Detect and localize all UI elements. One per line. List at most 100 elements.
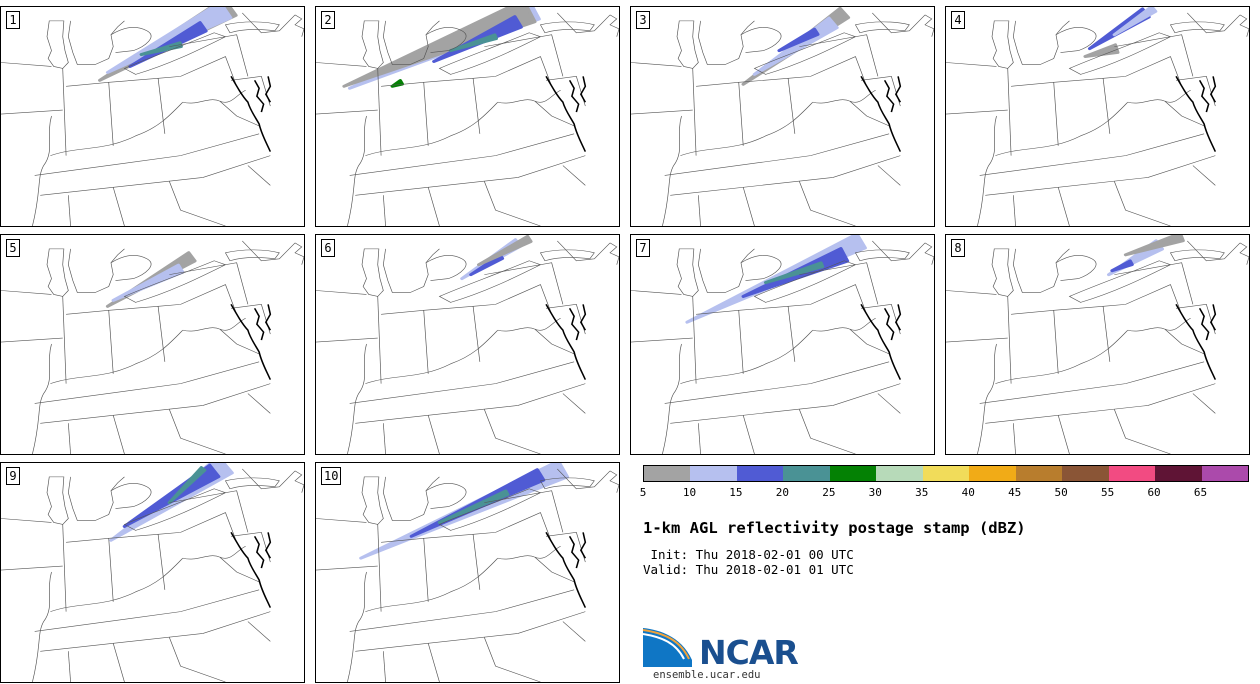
boundary-line <box>977 343 997 454</box>
boundary-line <box>1187 240 1241 262</box>
boundary-line <box>484 262 564 305</box>
map-basemap <box>316 463 619 682</box>
panel-number-label: 6 <box>321 239 335 257</box>
reflectivity-echo <box>752 16 839 76</box>
boundary-line <box>316 565 378 571</box>
coastline <box>264 76 272 103</box>
boundary-line <box>349 361 575 404</box>
coastline <box>1209 76 1217 103</box>
colorbar-tick-label: 20 <box>775 486 789 499</box>
coastline <box>230 532 272 608</box>
coastline <box>1175 76 1217 152</box>
boundary-line <box>995 101 1129 156</box>
boundary-line <box>738 78 796 134</box>
boundary-line <box>46 20 69 69</box>
boundary-line <box>534 328 575 355</box>
colorbar-tick-label: 5 <box>639 486 647 499</box>
boundary-line <box>740 27 782 53</box>
boundary-line <box>1055 255 1097 281</box>
boundary-line <box>182 545 246 560</box>
colorbar-segment <box>783 466 830 481</box>
boundary-line <box>854 21 910 34</box>
map-basemap <box>316 235 619 454</box>
init-time: Init: Thu 2018-02-01 00 UTC <box>643 547 854 562</box>
boundary-line <box>1114 34 1194 77</box>
boundary-line <box>484 181 541 226</box>
boundary-line <box>977 115 997 226</box>
boundary-line <box>158 56 237 87</box>
map-panel-5: 5 <box>0 234 305 455</box>
boundary-line <box>219 328 260 355</box>
boundary-line <box>991 248 1014 297</box>
colorbar-tick-label: 45 <box>1008 486 1022 499</box>
boundary-line <box>1103 56 1182 87</box>
boundary-line <box>662 343 682 454</box>
boundary-line <box>991 20 1014 69</box>
boundary-line <box>1 518 52 523</box>
coastline <box>1209 304 1217 331</box>
colorbar-segment <box>1155 466 1202 481</box>
coastline <box>1198 308 1210 341</box>
boundary-line <box>1055 27 1097 53</box>
boundary-line <box>546 304 586 335</box>
boundary-line <box>365 329 499 384</box>
colorbar-tick-label: 35 <box>915 486 929 499</box>
reflectivity-echo <box>1083 43 1120 59</box>
ncar-logo-text: NCAR <box>699 633 799 672</box>
coastline <box>568 308 580 341</box>
boundary-line <box>347 571 367 682</box>
boundary-line <box>1007 68 1012 156</box>
boundary-line <box>381 81 429 146</box>
boundary-line <box>365 101 499 156</box>
boundary-line <box>182 317 246 332</box>
colorbar <box>643 465 1249 482</box>
boundary-line <box>557 12 611 34</box>
boundary-line <box>985 383 1216 424</box>
map-panel-10: 10 <box>315 462 620 683</box>
ensemble-url[interactable]: ensemble.ucar.edu <box>653 669 761 681</box>
boundary-line <box>680 329 814 384</box>
map-panel-3: 3 <box>630 6 935 227</box>
colorbar-segment <box>736 466 784 481</box>
boundary-line <box>294 470 304 493</box>
boundary-line <box>110 255 152 281</box>
boundary-line <box>1 290 52 295</box>
reflectivity-echo <box>1112 7 1158 37</box>
boundary-line <box>631 290 682 295</box>
reflectivity-echo <box>1110 259 1134 273</box>
coastline <box>883 80 895 113</box>
boundary-line <box>112 187 125 226</box>
boundary-line <box>946 62 997 67</box>
boundary-line <box>1057 415 1070 454</box>
boundary-line <box>1169 249 1225 262</box>
boundary-line <box>169 637 226 682</box>
colorbar-segment <box>829 466 877 481</box>
colorbar-ticks: 5 10 15 20 25 30 35 40 45 50 55 60 65 <box>639 486 1249 500</box>
boundary-line <box>742 187 755 226</box>
boundary-line <box>1011 309 1059 374</box>
boundary-line <box>1007 296 1012 384</box>
boundary-line <box>484 34 564 77</box>
boundary-line <box>484 637 541 682</box>
boundary-line <box>40 383 271 424</box>
colorbar-segment <box>644 466 691 481</box>
coastline <box>230 304 272 380</box>
boundary-line <box>1127 89 1191 104</box>
boundary-line <box>696 81 744 146</box>
boundary-line <box>670 155 901 196</box>
boundary-line <box>631 62 682 67</box>
reflectivity-echo <box>390 79 404 88</box>
panel-number-label: 1 <box>6 11 20 29</box>
boundary-line <box>799 181 856 226</box>
boundary-line <box>742 415 755 454</box>
coastline <box>264 532 272 559</box>
boundary-line <box>676 248 699 297</box>
boundary-line <box>1011 81 1059 146</box>
map-basemap <box>1 7 304 226</box>
boundary-line <box>946 109 1008 115</box>
boundary-line <box>631 109 693 115</box>
boundary-line <box>1068 32 1172 75</box>
boundary-line <box>355 155 586 196</box>
boundary-line <box>66 537 114 602</box>
boundary-line <box>182 89 246 104</box>
